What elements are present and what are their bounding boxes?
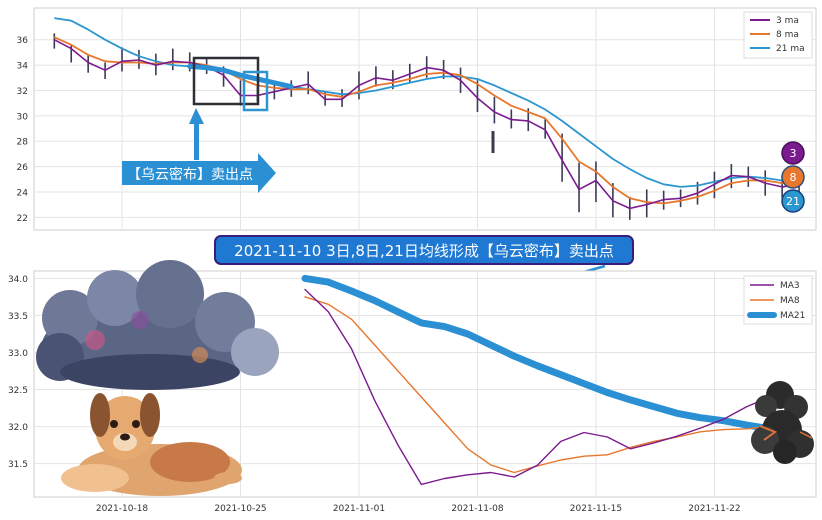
top-y-tick-4: 30: [17, 112, 29, 122]
legend-label-8ma: 8 ma: [776, 30, 799, 40]
pattern-highlight-box: [192, 56, 260, 106]
bottom-moving-average-lines: [301, 274, 774, 486]
legend-label-ma8: MA8: [780, 296, 800, 306]
top-21ma-highlight-segment: [187, 63, 294, 90]
bottom-y-tick-labels: 31.5 32.0 32.5 33.0 33.5 34.0: [8, 275, 28, 470]
top-y-tick-0: 22: [17, 214, 28, 224]
badge-3: [781, 141, 805, 165]
top-y-tick-2: 26: [17, 163, 29, 173]
bottom-x-tick-2: 2021-11-01: [333, 504, 385, 514]
bottom-x-tick-5: 2021-11-22: [688, 504, 740, 514]
small-storm-cloud-illustration: [751, 381, 814, 464]
top-plot-area: [33, 7, 817, 231]
top-y-tick-6: 34: [17, 62, 29, 72]
bottom-y-tick-1: 32.0: [8, 423, 28, 433]
badge-21: [781, 189, 805, 213]
bottom-x-tick-1: 2021-10-25: [214, 504, 266, 514]
bottom-y-tick-4: 33.5: [8, 312, 28, 322]
up-arrow: [189, 108, 204, 160]
bottom-series-line-MA8: [304, 296, 771, 474]
bottom-x-tick-3: 2021-11-08: [451, 504, 504, 514]
badge-3-label: 3: [790, 147, 797, 160]
legend-label-3ma: 3 ma: [776, 16, 799, 26]
top-gridlines: [34, 8, 816, 230]
bottom-y-tick-0: 31.5: [8, 460, 28, 470]
top-y-tick-3: 28: [17, 138, 29, 148]
summary-banner-text: 2021-11-10 3日,8日,21日均线形成【乌云密布】卖出点: [234, 242, 614, 260]
top-y-tick-5: 32: [17, 87, 28, 97]
top-series-line-21-ma: [54, 17, 800, 188]
bottom-series-line-MA3: [304, 288, 771, 486]
legend-label-ma21: MA21: [780, 311, 805, 321]
top-moving-average-lines: [53, 17, 800, 210]
badge-21-label: 21: [786, 195, 800, 208]
sell-point-annotation: 【乌云密布】卖出点: [127, 166, 253, 183]
bottom-y-tick-5: 34.0: [8, 275, 28, 285]
top-y-tick-1: 24: [17, 188, 29, 198]
dog-illustration: [61, 393, 242, 496]
bottom-y-tick-3: 33.0: [8, 349, 28, 359]
pattern-highlight-box-small: [242, 70, 269, 112]
legend-label-ma3: MA3: [780, 281, 800, 291]
badge-8-label: 8: [790, 171, 797, 184]
bottom-series-line-MA21: [301, 274, 774, 433]
bottom-x-tick-labels: 2021-10-18 2021-10-25 2021-11-01 2021-11-08…: [96, 504, 741, 514]
summary-banner: 2021-11-10 3日,8日,21日均线形成【乌云密布】卖出点: [214, 235, 634, 283]
top-y-tick-labels: 22 24 26 28 30 32 34 36: [17, 36, 29, 224]
badge-8: [781, 165, 805, 189]
bottom-x-tick-4: 2021-11-15: [570, 504, 622, 514]
legend-label-21ma: 21 ma: [776, 44, 805, 54]
bottom-y-tick-2: 32.5: [8, 386, 28, 396]
bottom-legend: MA3 MA8 MA21: [743, 275, 813, 325]
top-series-line-3-ma: [53, 38, 800, 210]
bottom-x-tick-0: 2021-10-18: [96, 504, 149, 514]
storm-cloud-illustration: [36, 260, 279, 390]
sell-point-arrow-shape: [122, 153, 276, 193]
top-legend: 3 ma 8 ma 21 ma: [743, 11, 813, 59]
top-chart-panel: 22 24 26 28 30 32 34 36 【乌云密布】卖出点 3 ma 8 ma 21 …: [17, 7, 817, 231]
bottom-chart-panel: 31.532.032.533.033.534.0 2021-10-18 2021-…: [8, 260, 817, 514]
summary-banner-box: [214, 235, 634, 265]
top-y-tick-7: 36: [17, 36, 29, 46]
end-badges: 3 8 21: [781, 141, 805, 213]
